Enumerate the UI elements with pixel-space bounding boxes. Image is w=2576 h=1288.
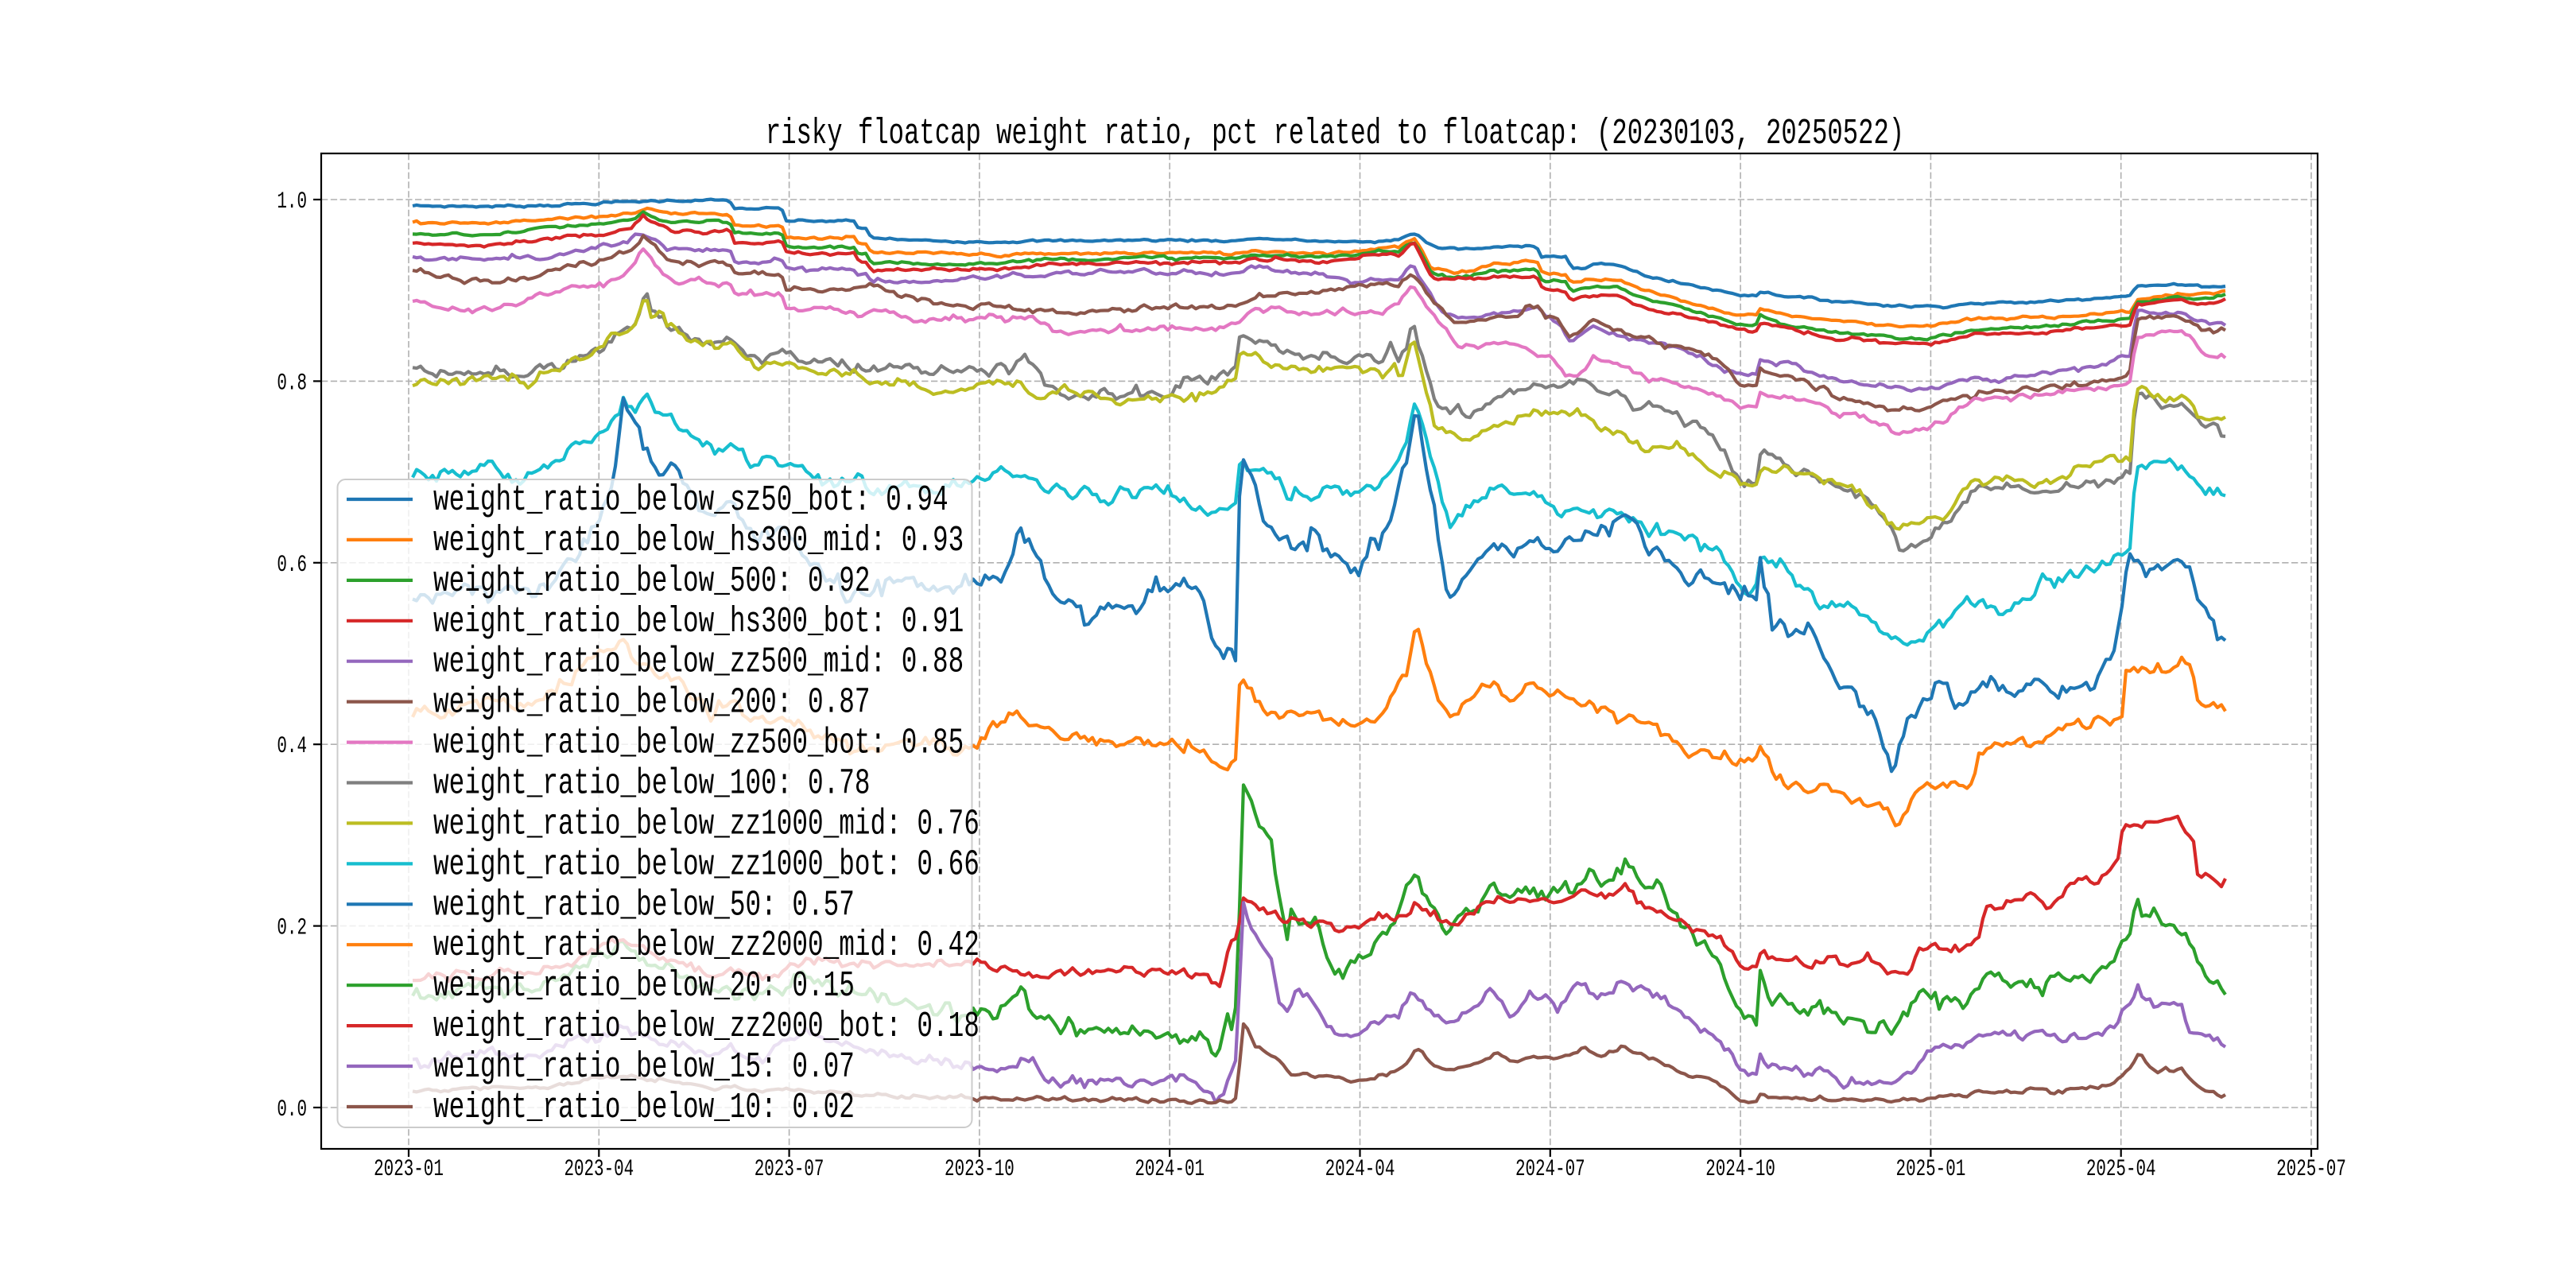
svg-text:2025-07: 2025-07	[2276, 1156, 2346, 1182]
svg-text:weight_ratio_below_500: 0.92: weight_ratio_below_500: 0.92	[433, 561, 871, 601]
svg-text:2024-04: 2024-04	[1325, 1156, 1395, 1182]
svg-text:weight_ratio_below_zz1000_mid:: weight_ratio_below_zz1000_mid: 0.76	[433, 804, 980, 844]
svg-text:weight_ratio_below_200: 0.87: weight_ratio_below_200: 0.87	[433, 682, 871, 723]
svg-text:weight_ratio_below_20: 0.15: weight_ratio_below_20: 0.15	[433, 965, 855, 1006]
svg-text:weight_ratio_below_zz2000_mid:: weight_ratio_below_zz2000_mid: 0.42	[433, 925, 980, 965]
svg-text:2024-07: 2024-07	[1515, 1156, 1585, 1182]
svg-text:weight_ratio_below_100: 0.78: weight_ratio_below_100: 0.78	[433, 763, 871, 804]
svg-text:weight_ratio_below_zz500_mid:: weight_ratio_below_zz500_mid: 0.88	[433, 642, 964, 682]
svg-text:risky floatcap weight ratio, p: risky floatcap weight ratio, pct related…	[766, 113, 1904, 154]
svg-text:2025-04: 2025-04	[2086, 1156, 2156, 1182]
svg-text:2025-01: 2025-01	[1896, 1156, 1966, 1182]
svg-text:weight_ratio_below_50: 0.57: weight_ratio_below_50: 0.57	[433, 885, 855, 925]
svg-text:weight_ratio_below_sz50_bot: 0: weight_ratio_below_sz50_bot: 0.94	[433, 479, 949, 520]
svg-text:0.2: 0.2	[277, 914, 307, 941]
svg-text:weight_ratio_below_zz1000_bot:: weight_ratio_below_zz1000_bot: 0.66	[433, 844, 980, 885]
svg-text:2023-04: 2023-04	[564, 1156, 634, 1182]
svg-text:2023-01: 2023-01	[374, 1156, 444, 1182]
svg-text:weight_ratio_below_zz500_bot:: weight_ratio_below_zz500_bot: 0.85	[433, 723, 964, 763]
svg-text:2024-10: 2024-10	[1705, 1156, 1775, 1182]
svg-text:weight_ratio_below_10: 0.02: weight_ratio_below_10: 0.02	[433, 1087, 855, 1127]
svg-text:2023-10: 2023-10	[945, 1156, 1014, 1182]
svg-text:0.4: 0.4	[277, 733, 307, 759]
svg-text:0.0: 0.0	[277, 1096, 307, 1123]
svg-text:weight_ratio_below_zz2000_bot:: weight_ratio_below_zz2000_bot: 0.18	[433, 1006, 980, 1046]
svg-text:2024-01: 2024-01	[1135, 1156, 1205, 1182]
svg-text:0.6: 0.6	[277, 552, 307, 578]
svg-text:1.0: 1.0	[277, 188, 307, 215]
svg-text:weight_ratio_below_hs300_bot:: weight_ratio_below_hs300_bot: 0.91	[433, 601, 964, 642]
svg-text:weight_ratio_below_15: 0.07: weight_ratio_below_15: 0.07	[433, 1046, 855, 1087]
svg-text:2023-07: 2023-07	[755, 1156, 824, 1182]
svg-text:weight_ratio_below_hs300_mid:: weight_ratio_below_hs300_mid: 0.93	[433, 520, 964, 561]
svg-text:0.8: 0.8	[277, 370, 307, 396]
